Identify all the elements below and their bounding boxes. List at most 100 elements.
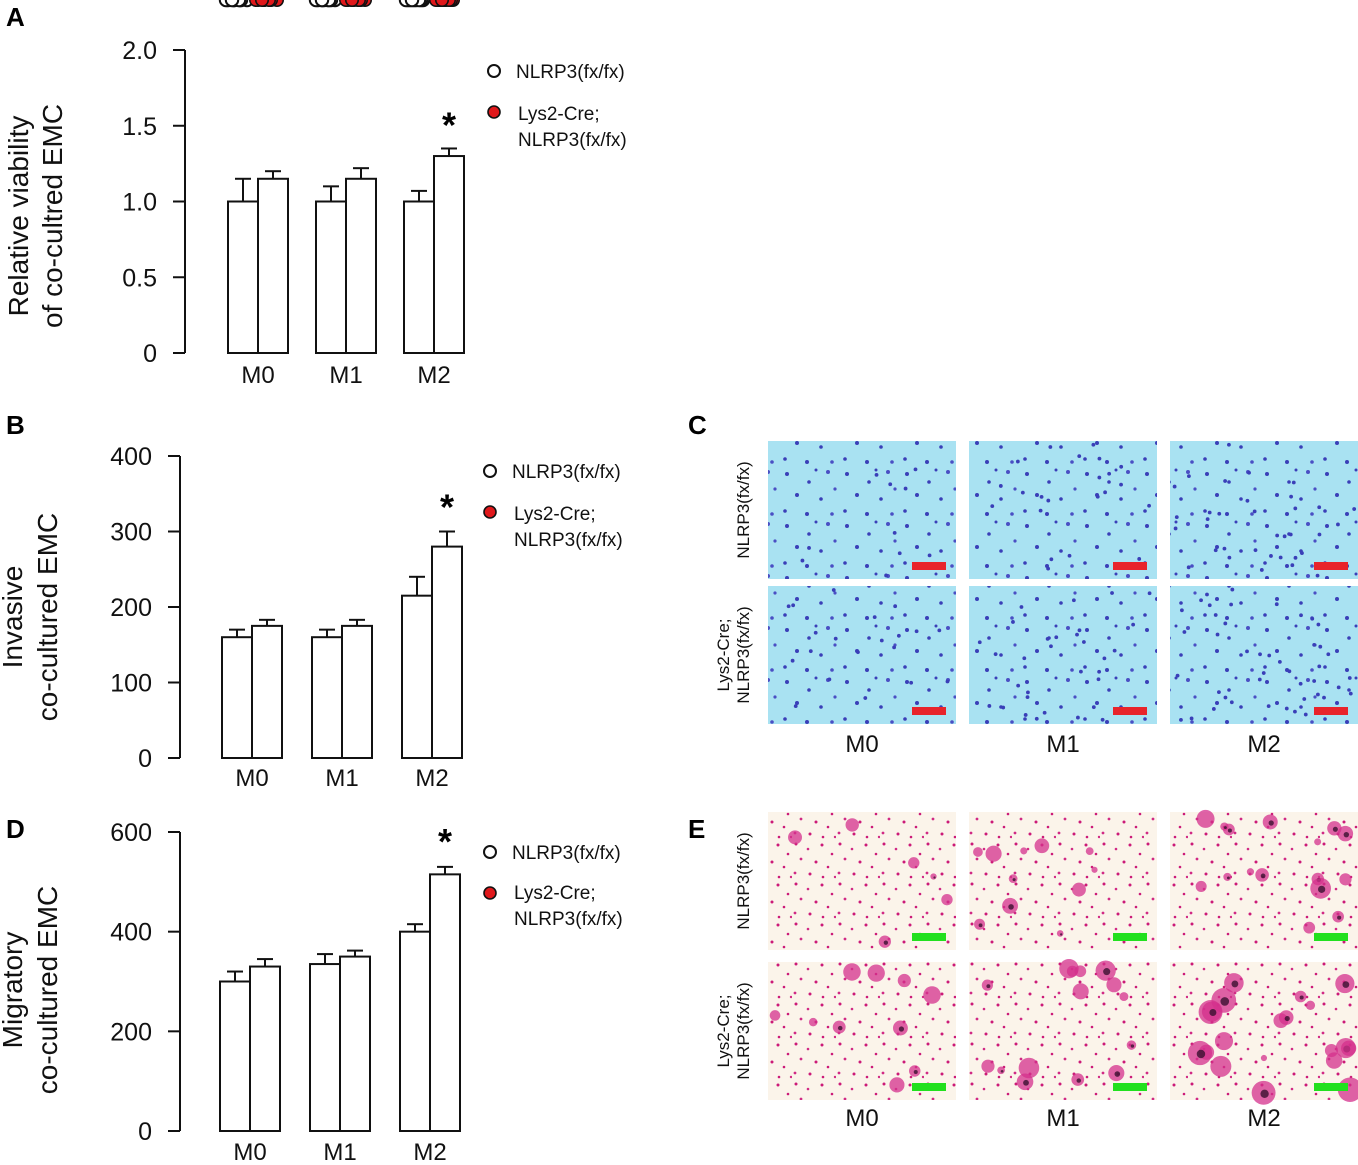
cell	[1275, 533, 1280, 538]
cell	[1054, 635, 1059, 640]
micrograph-m2-row1	[1170, 441, 1358, 579]
cell	[1261, 671, 1266, 675]
cell	[1211, 707, 1216, 711]
cell-cluster	[913, 1069, 918, 1074]
cell	[1001, 705, 1006, 710]
cell-cluster	[1012, 878, 1016, 882]
cell	[1282, 534, 1287, 539]
cell-cluster	[1196, 809, 1215, 828]
cell-cluster	[941, 893, 953, 906]
cell-cluster	[845, 818, 859, 832]
x-tick-label: M0	[233, 1139, 266, 1165]
cell	[893, 604, 898, 609]
cell-cluster	[1214, 1032, 1234, 1051]
cell	[1091, 442, 1096, 447]
cell-cluster	[1066, 965, 1078, 977]
cell	[993, 652, 998, 657]
cell	[1290, 563, 1295, 568]
scale-bar	[1113, 562, 1147, 570]
cell	[888, 482, 893, 487]
cell	[1097, 475, 1102, 480]
cell	[892, 530, 897, 535]
bar-nlrp3	[399, 930, 431, 1133]
cell-cluster	[1209, 1008, 1217, 1016]
cell	[808, 649, 813, 654]
cell	[1352, 507, 1357, 511]
bar-lys2cre-nlrp3	[345, 177, 377, 354]
cell-cluster	[1260, 1089, 1269, 1098]
cell	[1310, 616, 1315, 621]
legend-marker-nlrp3	[483, 464, 497, 478]
data-point	[345, 0, 359, 7]
cell	[927, 553, 932, 558]
cell-cluster	[1299, 995, 1304, 1000]
legend: NLRP3(fx/fx) Lys2-Cre; NLRP3(fx/fx)	[483, 462, 623, 551]
cell	[1205, 592, 1209, 597]
y-tick-label: 100	[110, 670, 152, 698]
micrograph-m0-row1	[768, 812, 956, 950]
cell-cluster	[808, 1017, 818, 1027]
scale-bar	[912, 1083, 946, 1091]
cell	[1023, 713, 1028, 717]
scale-bar	[1113, 707, 1147, 715]
micrograph-image	[1170, 962, 1358, 1100]
cell-cluster	[997, 1066, 1005, 1075]
micrograph-image	[969, 441, 1157, 579]
cell-cluster	[1000, 1069, 1004, 1073]
cell	[1257, 677, 1262, 682]
legend-label-lys2cre-line1: Lys2-Cre;	[514, 504, 596, 525]
cell	[1348, 691, 1353, 696]
micrograph-m0-row1	[768, 441, 956, 579]
cell-cluster	[1227, 828, 1232, 833]
column-label: M0	[845, 731, 878, 758]
scale-bar	[1314, 1083, 1348, 1091]
cell	[1269, 554, 1273, 558]
cell-cluster	[1284, 1015, 1290, 1022]
cell	[1322, 695, 1326, 700]
cell-cluster	[1020, 847, 1028, 855]
cell	[827, 677, 832, 682]
cell	[945, 679, 950, 684]
micrograph-image	[969, 962, 1157, 1100]
x-tick-label: M1	[325, 765, 358, 792]
cell	[1049, 557, 1054, 562]
cell-cluster	[1223, 826, 1227, 830]
cell	[1227, 442, 1231, 447]
cell	[1223, 479, 1227, 483]
cell	[1189, 716, 1194, 721]
legend-marker-nlrp3	[487, 64, 501, 78]
cell-cluster	[837, 1025, 843, 1031]
cell	[990, 504, 995, 508]
cell	[1315, 573, 1320, 578]
significance-marker: *	[438, 821, 452, 862]
cell-cluster	[1008, 904, 1014, 910]
cell	[903, 486, 908, 491]
cell-cluster	[889, 1077, 905, 1093]
cell	[1230, 587, 1235, 592]
y-axis-label: co-cultured EMC	[32, 886, 63, 1095]
cell-cluster	[1018, 1057, 1040, 1079]
scale-bar	[1113, 1083, 1147, 1091]
cell	[1077, 454, 1082, 459]
bar-nlrp3	[403, 200, 435, 354]
cell	[1199, 598, 1203, 603]
scale-bar	[912, 707, 946, 715]
cell	[1205, 517, 1210, 522]
cell-cluster	[883, 940, 888, 945]
bar-lys2cre-nlrp3	[433, 155, 465, 354]
cell	[856, 650, 860, 655]
cell	[1326, 652, 1331, 657]
legend-label-nlrp3: NLRP3(fx/fx)	[512, 462, 621, 483]
bar-nlrp3	[227, 200, 259, 354]
cell	[1102, 656, 1107, 661]
row-label: NLRP3(fx/fx)	[734, 982, 753, 1079]
x-tick-label: M0	[235, 765, 268, 792]
cell	[1172, 484, 1177, 489]
significance-marker: *	[440, 487, 454, 528]
bar-lys2cre-nlrp3	[341, 624, 373, 759]
column-label: M1	[1046, 731, 1079, 758]
cell	[1039, 494, 1044, 499]
panel-label: E	[688, 814, 705, 844]
